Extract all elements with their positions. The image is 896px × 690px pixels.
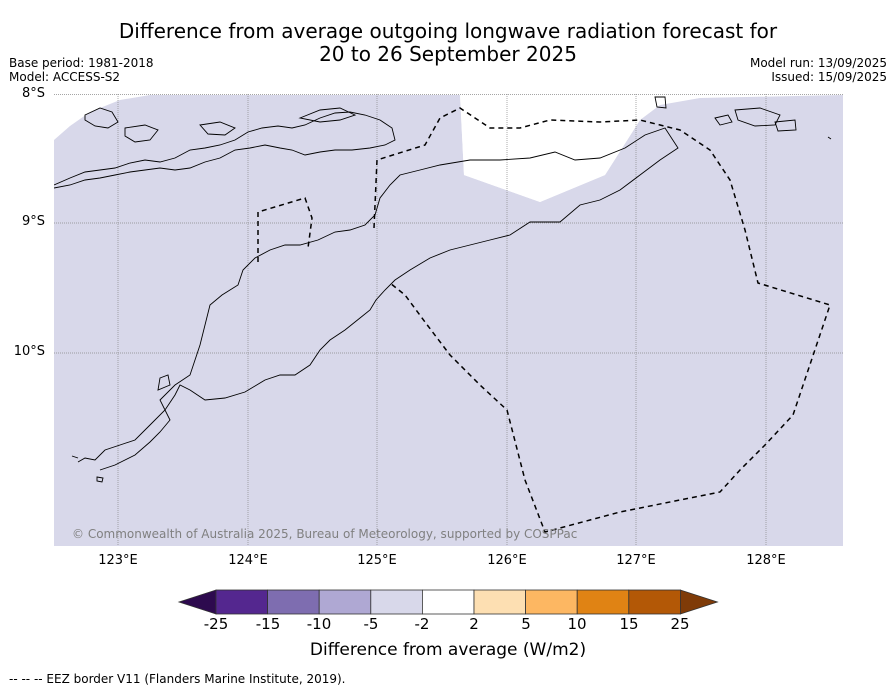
meta-left: Base period: 1981-2018 Model: ACCESS-S2	[9, 56, 154, 84]
colorbar-tick: -25	[203, 615, 229, 633]
islet-10	[157, 374, 171, 391]
map-title: Difference from average outgoing longwav…	[0, 20, 896, 66]
lat-label-10s: 10°S	[13, 344, 45, 359]
anomaly-field	[54, 95, 843, 546]
colorbar-segment	[421, 589, 475, 615]
colorbar-segment	[576, 589, 630, 615]
colorbar-segment	[628, 589, 681, 615]
islet-6	[714, 114, 733, 126]
lon-label-128e: 128°E	[746, 553, 786, 568]
north-island-coastline	[54, 111, 396, 189]
colorbar-tick: 2	[469, 615, 479, 633]
islet-5	[654, 96, 667, 109]
colorbar-tick: -5	[363, 615, 379, 633]
meta-right: Model run: 13/09/2025 Issued: 15/09/2025	[750, 56, 887, 84]
colorbar-segment	[370, 589, 423, 615]
islet-2	[124, 124, 159, 143]
colorbar-tick: -2	[414, 615, 430, 633]
islet-4	[298, 107, 357, 123]
colorbar-segment	[525, 589, 578, 615]
gridlines	[54, 94, 843, 546]
colorbar-tick: -10	[306, 615, 332, 633]
islet-3	[199, 121, 236, 136]
title-line-1: Difference from average outgoing longwav…	[118, 19, 778, 43]
islet-11	[71, 455, 79, 459]
issued-date: Issued: 15/09/2025	[771, 70, 887, 84]
lon-label-125e: 125°E	[357, 553, 397, 568]
eez-border	[257, 107, 831, 533]
islet-7	[734, 107, 781, 127]
colorbar-tick: 15	[619, 615, 639, 633]
lon-label-126e: 126°E	[487, 553, 527, 568]
colorbar-tick: -15	[255, 615, 281, 633]
copyright-notice: © Commonwealth of Australia 2025, Bureau…	[72, 527, 578, 541]
colorbar-extend-high	[680, 589, 719, 615]
colorbar-segment	[318, 589, 372, 615]
islet-8	[774, 119, 797, 132]
lat-label-9s: 9°S	[21, 214, 45, 229]
base-period: Base period: 1981-2018	[9, 56, 154, 70]
islet-9	[827, 136, 832, 140]
coastlines	[54, 96, 832, 483]
title-line-2: 20 to 26 September 2025	[319, 42, 577, 66]
lat-label-8s: 8°S	[21, 86, 45, 101]
near-normal-area	[460, 94, 643, 202]
colorbar-extend-low	[177, 589, 217, 615]
colorbar-tick: 25	[670, 615, 690, 633]
lon-label-123e: 123°E	[98, 553, 138, 568]
eez-legend-note: -- -- -- EEZ border V11 (Flanders Marine…	[9, 672, 346, 686]
islet-12	[96, 476, 104, 483]
lon-label-127e: 127°E	[616, 553, 656, 568]
model-name: Model: ACCESS-S2	[9, 70, 121, 84]
colorbar-label: Difference from average (W/m2)	[309, 640, 587, 660]
colorbar-segment	[473, 589, 526, 615]
colorbar-segment	[267, 589, 320, 615]
islet-1	[84, 107, 119, 129]
colorbar-tick: 10	[567, 615, 587, 633]
timor-coastline	[77, 127, 679, 471]
colorbar-segment	[215, 589, 268, 615]
lon-label-124e: 124°E	[228, 553, 268, 568]
model-run: Model run: 13/09/2025	[749, 56, 887, 70]
colorbar-tick: 5	[521, 615, 531, 633]
